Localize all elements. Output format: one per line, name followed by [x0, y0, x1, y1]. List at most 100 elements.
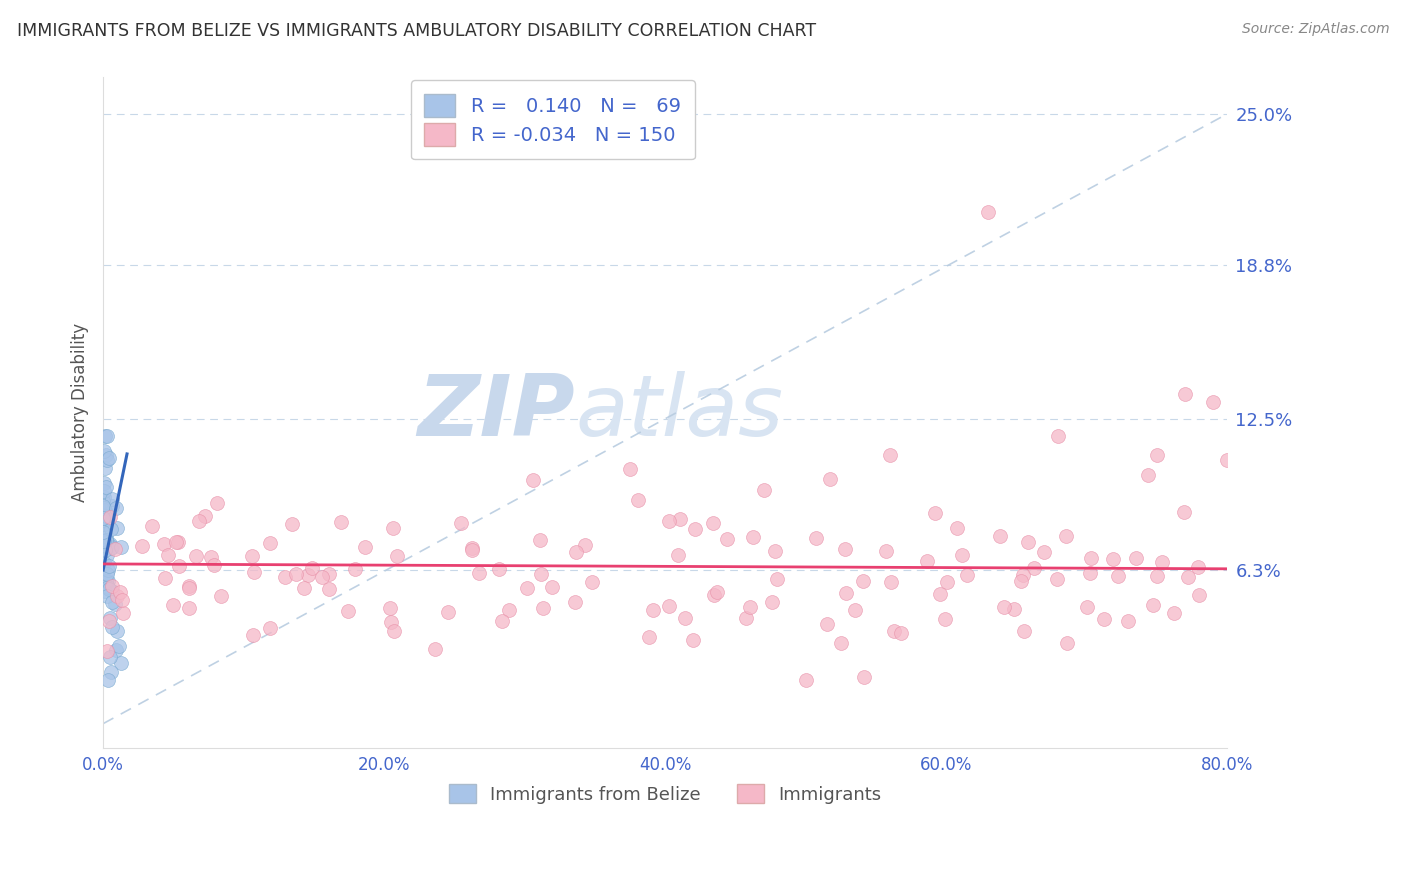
Point	[1024, 560, 1046, 574]
Point	[1136, 467, 1159, 482]
Point	[818, 473, 841, 487]
Point	[93, 524, 115, 539]
Point	[804, 531, 827, 545]
Point	[101, 540, 124, 554]
Point	[93, 500, 115, 515]
Point	[1047, 429, 1070, 443]
Point	[165, 535, 187, 549]
Point	[187, 514, 209, 528]
Point	[97, 615, 120, 629]
Point	[619, 462, 641, 476]
Point	[835, 586, 858, 600]
Point	[1033, 545, 1056, 559]
Point	[100, 499, 122, 513]
Point	[702, 516, 724, 531]
Point	[94, 505, 117, 519]
Point	[157, 549, 180, 563]
Point	[673, 610, 696, 624]
Point	[382, 624, 405, 638]
Point	[1163, 606, 1185, 620]
Point	[956, 568, 979, 582]
Point	[734, 610, 756, 624]
Point	[93, 500, 115, 514]
Point	[93, 538, 115, 552]
Point	[94, 449, 117, 463]
Point	[104, 541, 127, 556]
Point	[742, 530, 765, 544]
Point	[1150, 555, 1173, 569]
Point	[281, 517, 304, 532]
Point	[100, 665, 122, 680]
Point	[111, 592, 134, 607]
Point	[461, 541, 484, 555]
Point	[794, 673, 817, 687]
Point	[101, 491, 124, 506]
Point	[112, 606, 135, 620]
Point	[890, 625, 912, 640]
Point	[93, 511, 115, 525]
Point	[97, 563, 120, 577]
Point	[98, 510, 121, 524]
Point	[1187, 560, 1209, 574]
Point	[683, 522, 706, 536]
Point	[1076, 600, 1098, 615]
Point	[98, 450, 121, 465]
Point	[243, 565, 266, 579]
Point	[564, 594, 586, 608]
Point	[152, 536, 174, 550]
Point	[354, 541, 377, 555]
Point	[274, 570, 297, 584]
Point	[574, 538, 596, 552]
Point	[179, 601, 201, 615]
Point	[105, 520, 128, 534]
Point	[96, 590, 118, 604]
Text: atlas: atlas	[575, 371, 783, 454]
Point	[202, 558, 225, 573]
Point	[318, 567, 340, 582]
Point	[437, 605, 460, 619]
Point	[96, 574, 118, 588]
Point	[93, 483, 115, 498]
Point	[1146, 449, 1168, 463]
Point	[96, 510, 118, 524]
Point	[96, 453, 118, 467]
Point	[343, 561, 366, 575]
Point	[852, 574, 875, 588]
Point	[96, 644, 118, 658]
Point	[141, 518, 163, 533]
Point	[1125, 550, 1147, 565]
Point	[184, 549, 207, 563]
Point	[337, 604, 360, 618]
Point	[179, 579, 201, 593]
Point	[929, 587, 952, 601]
Point	[93, 476, 115, 491]
Point	[292, 581, 315, 595]
Point	[879, 449, 901, 463]
Point	[311, 570, 333, 584]
Point	[988, 529, 1011, 543]
Point	[1146, 569, 1168, 583]
Legend: Immigrants from Belize, Immigrants: Immigrants from Belize, Immigrants	[440, 775, 890, 813]
Point	[97, 673, 120, 687]
Point	[1078, 566, 1101, 580]
Point	[94, 533, 117, 548]
Point	[101, 583, 124, 598]
Point	[94, 530, 117, 544]
Point	[658, 514, 681, 528]
Point	[643, 603, 665, 617]
Point	[1054, 528, 1077, 542]
Point	[1177, 569, 1199, 583]
Point	[162, 599, 184, 613]
Point	[382, 521, 405, 535]
Point	[177, 582, 200, 596]
Point	[98, 537, 121, 551]
Point	[380, 600, 402, 615]
Point	[104, 643, 127, 657]
Point	[950, 548, 973, 562]
Point	[101, 594, 124, 608]
Point	[94, 460, 117, 475]
Point	[93, 493, 115, 508]
Point	[380, 615, 402, 629]
Point	[153, 571, 176, 585]
Point	[194, 508, 217, 523]
